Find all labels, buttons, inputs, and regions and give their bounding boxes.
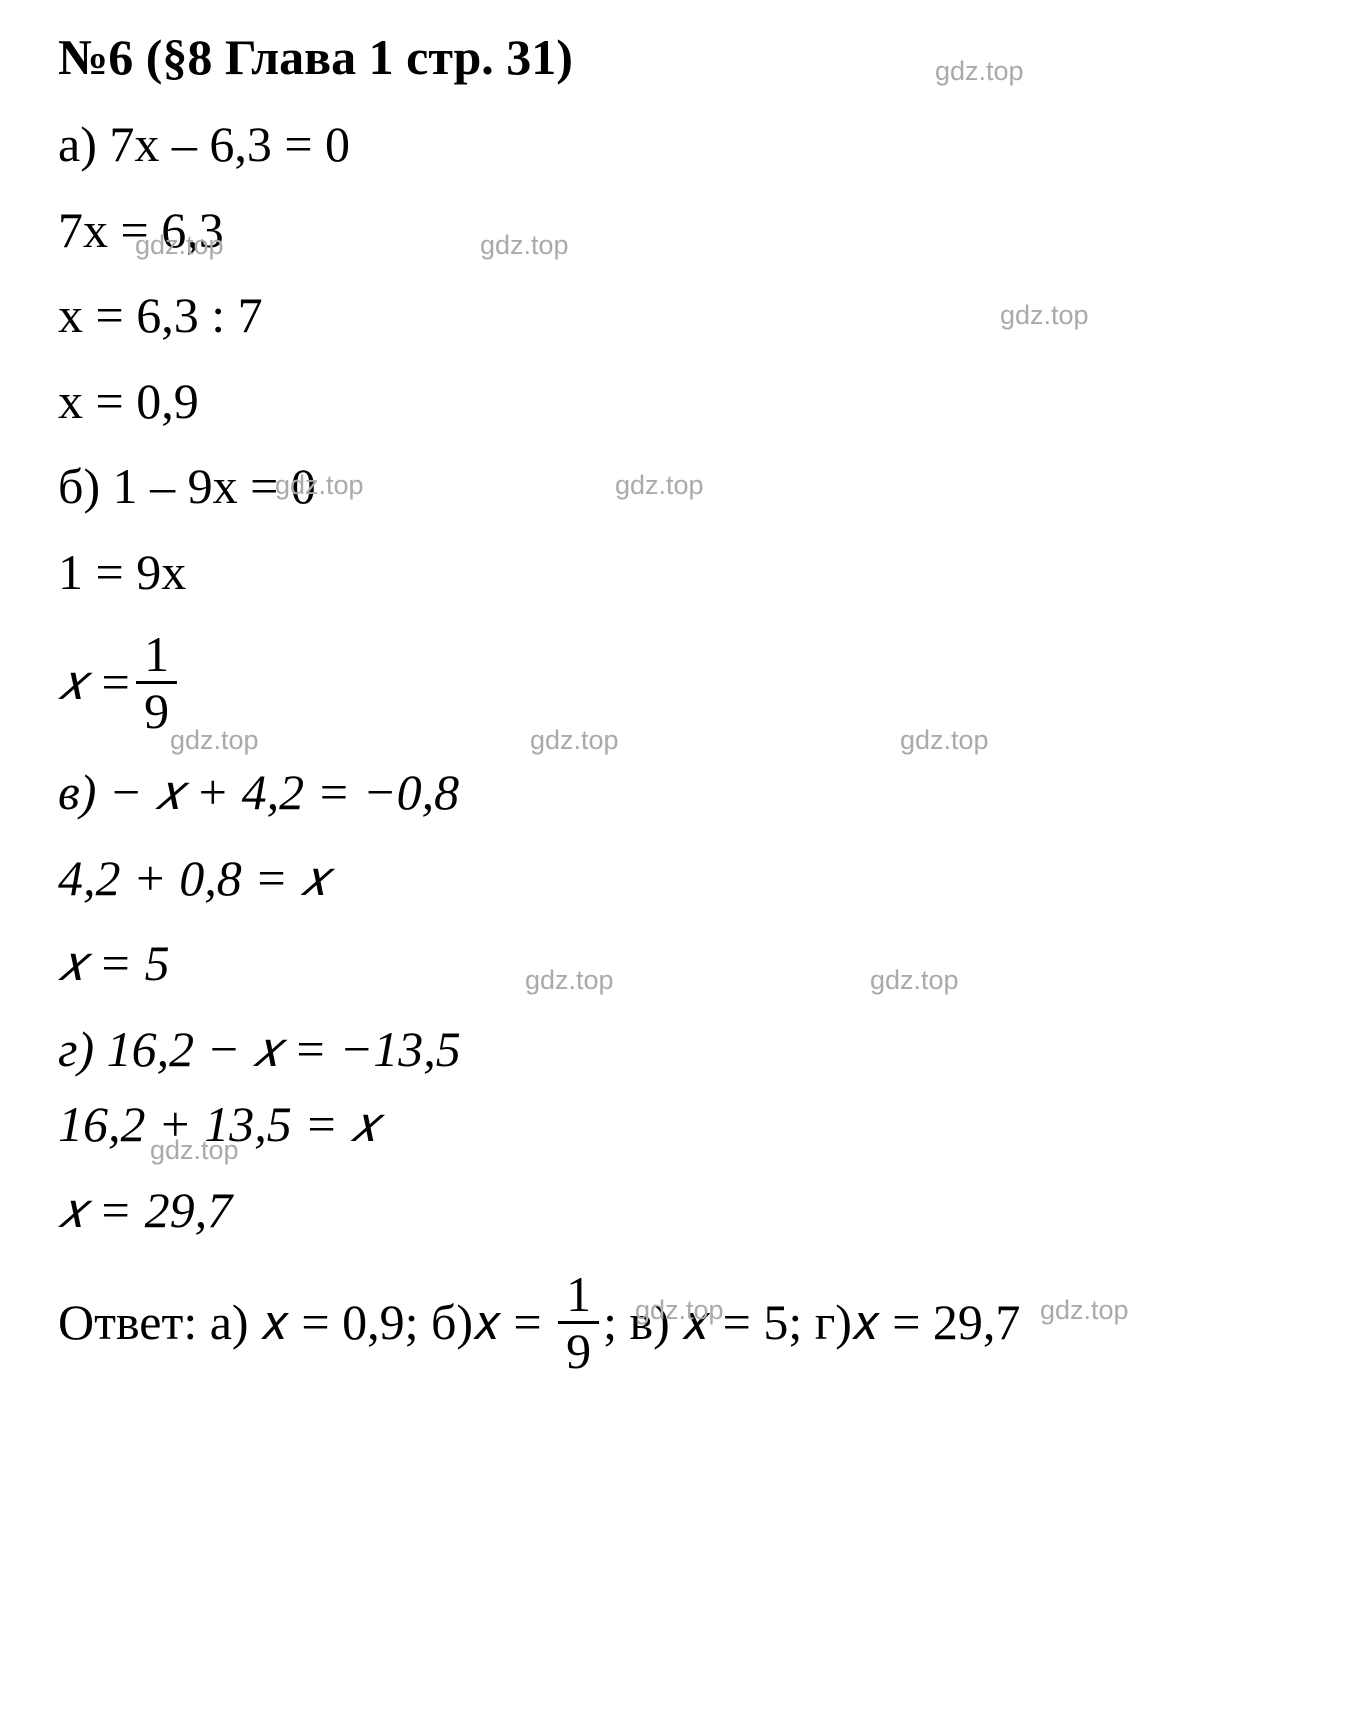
- answer-line: Ответ: а) 𝑥 = 0,9; б)𝑥 = 1 9 ; в) 𝑥 = 5;…: [58, 1269, 1310, 1376]
- eq-a-2: 7x = 6,3: [58, 202, 1310, 260]
- eq-a-3: x = 6,3 : 7: [58, 287, 1310, 345]
- eq-c-2: 4,2 + 0,8 = 𝑥: [58, 850, 1310, 908]
- fraction-denominator: 9: [136, 684, 177, 736]
- eq-a-1: а) 7x – 6,3 = 0: [58, 116, 1310, 174]
- fraction-1-9: 1 9: [136, 629, 177, 736]
- answer-fraction: 1 9: [558, 1269, 599, 1376]
- eq-b-2: 1 = 9x: [58, 544, 1310, 602]
- eq-d-1: г) 16,2 − 𝑥 = −13,5: [58, 1021, 1310, 1079]
- eq-b-1: б) 1 – 9x = 0: [58, 458, 1310, 516]
- eq-a-4: x = 0,9: [58, 373, 1310, 431]
- eq-c-1: в) − 𝑥 + 4,2 = −0,8: [58, 764, 1310, 822]
- eq-b-3-lhs: 𝑥 =: [58, 653, 132, 712]
- answer-prefix: Ответ: а) 𝑥 = 0,9; б)𝑥 =: [58, 1293, 554, 1352]
- answer-frac-denominator: 9: [558, 1324, 599, 1376]
- fraction-numerator: 1: [136, 629, 177, 684]
- eq-c-3: 𝑥 = 5: [58, 935, 1310, 993]
- page-title: №6 (§8 Глава 1 стр. 31): [58, 28, 1310, 86]
- eq-d-2: 16,2 + 13,5 = 𝑥: [58, 1096, 1310, 1154]
- eq-b-3: 𝑥 = 1 9: [58, 629, 1310, 736]
- eq-d-3: 𝑥 = 29,7: [58, 1182, 1310, 1240]
- answer-frac-numerator: 1: [558, 1269, 599, 1324]
- answer-suffix: ; в) 𝑥 = 5; г)𝑥 = 29,7: [603, 1293, 1020, 1352]
